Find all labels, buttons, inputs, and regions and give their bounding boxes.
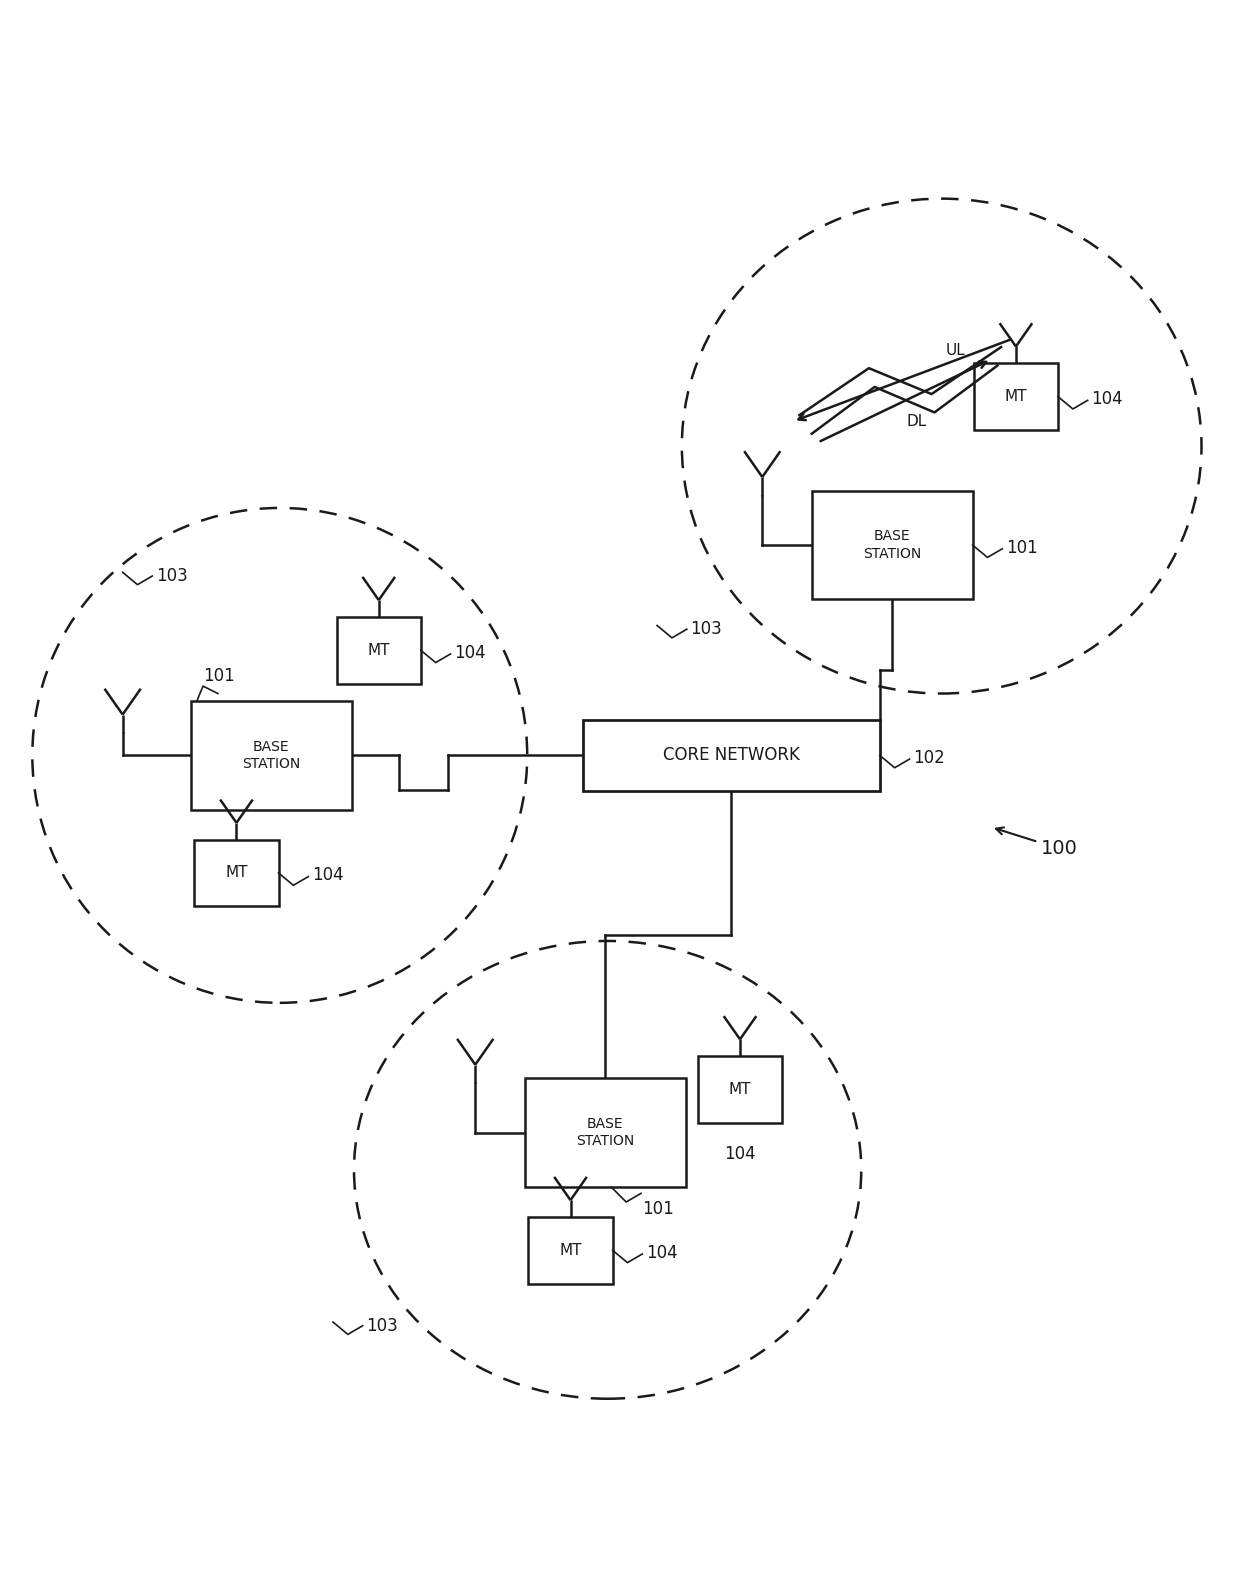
Text: CORE NETWORK: CORE NETWORK: [663, 747, 800, 764]
Bar: [525, 1078, 686, 1187]
Bar: [812, 491, 972, 599]
Text: 104: 104: [1091, 390, 1123, 407]
Text: 104: 104: [312, 867, 343, 884]
Bar: [191, 701, 351, 810]
Text: MT: MT: [367, 644, 391, 658]
Text: 100: 100: [1040, 838, 1078, 857]
Text: BASE
STATION: BASE STATION: [242, 740, 300, 770]
Text: 104: 104: [646, 1244, 677, 1262]
Bar: [528, 1217, 613, 1284]
Bar: [973, 363, 1058, 430]
Text: 101: 101: [203, 667, 234, 685]
Text: 102: 102: [913, 748, 945, 767]
Bar: [583, 720, 880, 791]
Bar: [698, 1056, 782, 1122]
Text: DL: DL: [906, 414, 928, 430]
Text: 103: 103: [156, 567, 187, 585]
Bar: [337, 617, 420, 683]
Text: 101: 101: [1006, 539, 1038, 556]
Text: 104: 104: [724, 1144, 756, 1163]
Text: 103: 103: [366, 1317, 398, 1335]
Text: MT: MT: [559, 1243, 582, 1258]
Text: BASE
STATION: BASE STATION: [577, 1117, 635, 1149]
Text: MT: MT: [1004, 388, 1027, 404]
Text: MT: MT: [226, 865, 248, 880]
Text: BASE
STATION: BASE STATION: [863, 529, 921, 561]
Text: 104: 104: [454, 644, 486, 661]
Text: 101: 101: [642, 1200, 675, 1219]
Text: 103: 103: [691, 620, 722, 639]
Text: UL: UL: [946, 342, 966, 358]
Text: MT: MT: [729, 1083, 751, 1097]
Bar: [195, 840, 279, 907]
